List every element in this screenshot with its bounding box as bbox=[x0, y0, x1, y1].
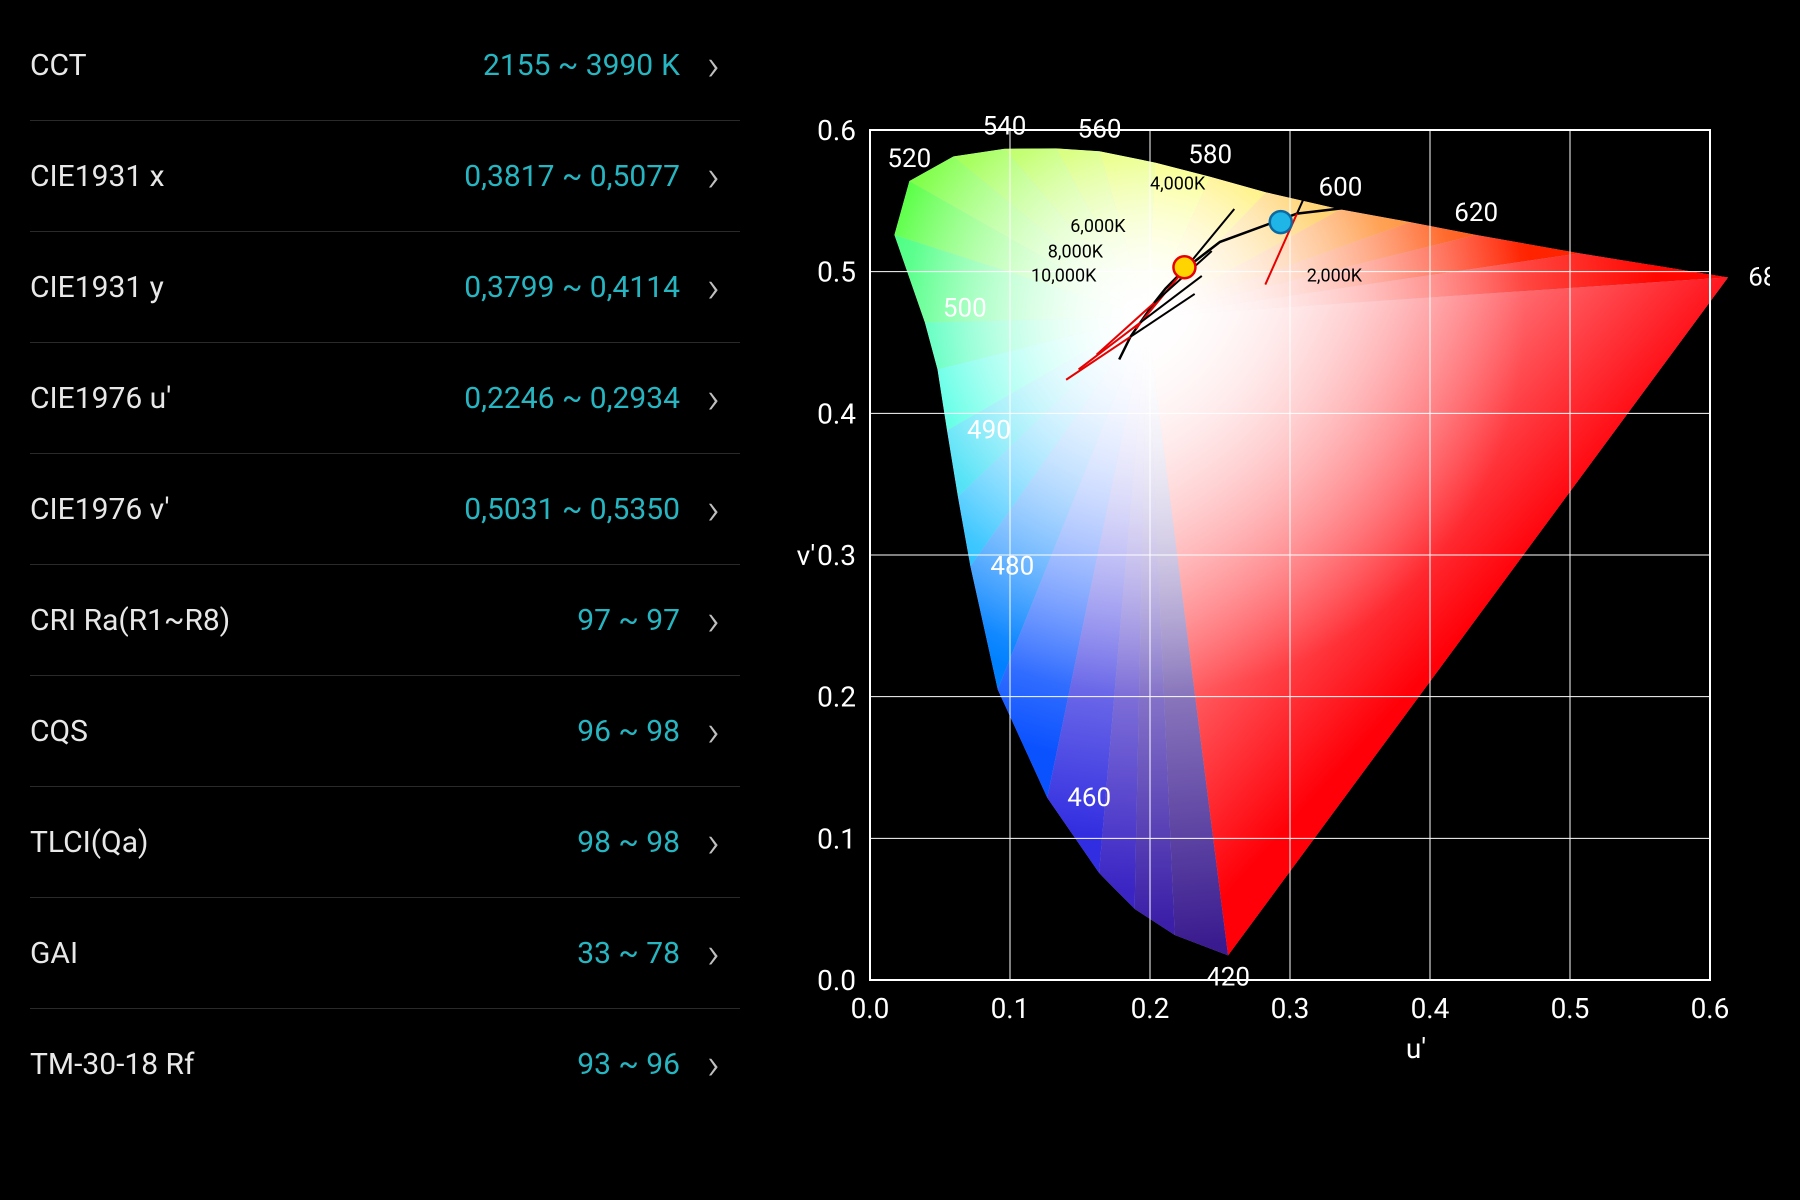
isotemp-label: 10,000K bbox=[1031, 266, 1097, 287]
wavelength-label: 490 bbox=[967, 415, 1011, 445]
chromaticity-panel: 0.0 0.1 0.2 0.3 0.4 0.5 0.6 0.0 0.1 0.2 0.3 0.4 0.5 0… bbox=[740, 0, 1800, 1200]
svg-text:0.2: 0.2 bbox=[817, 681, 856, 714]
metric-label: TLCI(Qa) bbox=[30, 825, 350, 860]
metric-row[interactable]: TM-30-18 Rf93 ~ 96› bbox=[30, 1009, 740, 1119]
isotemp-label: 6,000K bbox=[1070, 216, 1126, 237]
measurement-point bbox=[1173, 256, 1195, 278]
metric-row[interactable]: GAI33 ~ 78› bbox=[30, 898, 740, 1009]
chevron-right-icon: › bbox=[680, 376, 720, 420]
wavelength-label: 520 bbox=[887, 144, 931, 174]
svg-text:0.6: 0.6 bbox=[1691, 992, 1730, 1025]
chevron-right-icon: › bbox=[680, 487, 720, 531]
isotemp-label: 2,000K bbox=[1307, 266, 1363, 287]
metric-value: 2155 ~ 3990 bbox=[350, 48, 653, 83]
x-axis-title: u' bbox=[1406, 1032, 1426, 1065]
wavelength-label: 420 bbox=[1206, 962, 1250, 992]
metric-label: CRI Ra(R1~R8) bbox=[30, 603, 350, 638]
metric-value: 96 ~ 98 bbox=[350, 714, 680, 749]
svg-text:0.1: 0.1 bbox=[991, 992, 1030, 1025]
metric-label: GAI bbox=[30, 936, 350, 971]
isotemp-label: 8,000K bbox=[1048, 242, 1104, 263]
chevron-right-icon: › bbox=[680, 265, 720, 309]
metric-value: 98 ~ 98 bbox=[350, 825, 680, 860]
metric-row[interactable]: CRI Ra(R1~R8)97 ~ 97› bbox=[30, 565, 740, 676]
metric-label: CIE1976 u' bbox=[30, 381, 350, 416]
metric-value: 0,3817 ~ 0,5077 bbox=[350, 159, 680, 194]
svg-text:0.5: 0.5 bbox=[817, 256, 856, 289]
chevron-right-icon: › bbox=[680, 598, 720, 642]
metric-label: CIE1931 x bbox=[30, 159, 350, 194]
svg-text:0.6: 0.6 bbox=[817, 114, 856, 147]
chevron-right-icon: › bbox=[680, 43, 720, 87]
metrics-list: CCT2155 ~ 3990K›CIE1931 x0,3817 ~ 0,5077… bbox=[0, 0, 740, 1200]
wavelength-label: 500 bbox=[943, 294, 987, 324]
chevron-right-icon: › bbox=[680, 154, 720, 198]
metric-value: 97 ~ 97 bbox=[350, 603, 680, 638]
wavelength-label: 580 bbox=[1188, 140, 1232, 170]
metric-unit: K bbox=[661, 48, 680, 83]
svg-text:0.4: 0.4 bbox=[1411, 992, 1450, 1025]
svg-text:0.5: 0.5 bbox=[1551, 992, 1590, 1025]
chromaticity-diagram: 0.0 0.1 0.2 0.3 0.4 0.5 0.6 0.0 0.1 0.2 0.3 0.4 0.5 0… bbox=[780, 90, 1770, 1080]
metric-row[interactable]: CIE1931 y0,3799 ~ 0,4114› bbox=[30, 232, 740, 343]
svg-text:0.3: 0.3 bbox=[1271, 992, 1310, 1025]
wavelength-label: 680 bbox=[1748, 262, 1770, 292]
wavelength-label: 600 bbox=[1318, 172, 1362, 202]
metric-row[interactable]: CIE1976 u'0,2246 ~ 0,2934› bbox=[30, 343, 740, 454]
wavelength-label: 480 bbox=[990, 551, 1034, 581]
wavelength-label: 620 bbox=[1454, 198, 1498, 228]
chevron-right-icon: › bbox=[680, 709, 720, 753]
metric-row[interactable]: CQS96 ~ 98› bbox=[30, 676, 740, 787]
wavelength-label: 460 bbox=[1067, 783, 1111, 813]
metric-label: CCT bbox=[30, 48, 350, 83]
wavelength-label: 560 bbox=[1078, 114, 1122, 144]
metric-row[interactable]: CIE1931 x0,3817 ~ 0,5077› bbox=[30, 121, 740, 232]
chevron-right-icon: › bbox=[680, 931, 720, 975]
svg-text:0.3: 0.3 bbox=[817, 539, 856, 572]
metric-value: 0,3799 ~ 0,4114 bbox=[350, 270, 680, 305]
metric-label: CIE1931 y bbox=[30, 270, 350, 305]
svg-text:0.0: 0.0 bbox=[817, 964, 856, 997]
chevron-right-icon: › bbox=[680, 820, 720, 864]
svg-text:0.1: 0.1 bbox=[817, 822, 856, 855]
metric-row[interactable]: CCT2155 ~ 3990K› bbox=[30, 10, 740, 121]
metric-label: CIE1976 v' bbox=[30, 492, 350, 527]
metric-row[interactable]: TLCI(Qa)98 ~ 98› bbox=[30, 787, 740, 898]
metric-row[interactable]: CIE1976 v'0,5031 ~ 0,5350› bbox=[30, 454, 740, 565]
isotemp-label: 4,000K bbox=[1150, 174, 1206, 195]
svg-text:0.2: 0.2 bbox=[1131, 992, 1170, 1025]
metric-value: 33 ~ 78 bbox=[350, 936, 680, 971]
metric-label: TM-30-18 Rf bbox=[30, 1047, 350, 1082]
svg-text:0.0: 0.0 bbox=[851, 992, 890, 1025]
metric-label: CQS bbox=[30, 714, 350, 749]
measurement-point bbox=[1270, 211, 1292, 233]
metric-value: 93 ~ 96 bbox=[350, 1047, 680, 1082]
y-axis-title: v' bbox=[797, 539, 816, 572]
svg-text:0.4: 0.4 bbox=[817, 397, 856, 430]
wavelength-label: 540 bbox=[982, 112, 1026, 142]
metric-value: 0,2246 ~ 0,2934 bbox=[350, 381, 680, 416]
metric-value: 0,5031 ~ 0,5350 bbox=[350, 492, 680, 527]
chevron-right-icon: › bbox=[680, 1042, 720, 1086]
